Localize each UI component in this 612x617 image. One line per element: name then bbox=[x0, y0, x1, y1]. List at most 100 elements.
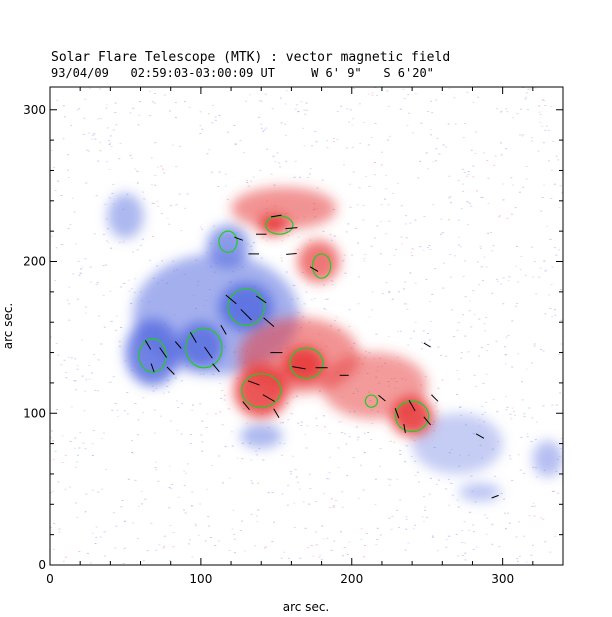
noise-speck bbox=[227, 131, 230, 133]
noise-speck bbox=[348, 541, 351, 543]
noise-speck bbox=[309, 488, 312, 490]
noise-speck bbox=[154, 467, 157, 469]
field-vector bbox=[256, 295, 267, 304]
noise-speck bbox=[105, 240, 108, 242]
field-vector bbox=[144, 340, 152, 350]
noise-speck bbox=[184, 207, 187, 209]
noise-speck bbox=[315, 417, 318, 419]
noise-speck bbox=[520, 108, 523, 110]
noise-speck bbox=[523, 416, 526, 418]
noise-speck bbox=[487, 177, 490, 179]
noise-speck bbox=[214, 545, 217, 546]
noise-speck bbox=[470, 149, 473, 151]
noise-speck bbox=[472, 531, 475, 533]
noise-speck bbox=[486, 160, 489, 161]
noise-speck bbox=[508, 455, 511, 457]
noise-speck bbox=[259, 169, 262, 171]
noise-speck bbox=[491, 250, 494, 252]
noise-speck bbox=[60, 364, 63, 366]
noise-speck bbox=[355, 426, 358, 428]
y-tick-label: 100 bbox=[23, 406, 46, 420]
noise-speck bbox=[362, 121, 365, 123]
noise-speck bbox=[518, 555, 521, 557]
noise-speck bbox=[279, 166, 282, 168]
noise-speck bbox=[286, 402, 289, 404]
field-vector bbox=[204, 346, 213, 359]
noise-speck bbox=[114, 403, 117, 404]
noise-speck bbox=[250, 249, 253, 251]
noise-speck bbox=[219, 383, 222, 385]
noise-speck bbox=[79, 432, 82, 434]
noise-speck bbox=[95, 284, 98, 285]
noise-speck bbox=[436, 137, 439, 139]
noise-speck bbox=[178, 145, 181, 147]
noise-speck bbox=[550, 169, 553, 171]
noise-speck bbox=[241, 458, 244, 460]
noise-speck bbox=[399, 453, 402, 455]
noise-speck bbox=[399, 450, 402, 452]
noise-speck bbox=[67, 154, 70, 156]
noise-speck bbox=[498, 215, 501, 217]
noise-speck bbox=[485, 350, 488, 352]
x-axis-label: arc sec. bbox=[283, 600, 329, 614]
noise-speck bbox=[191, 556, 194, 558]
noise-speck bbox=[424, 376, 427, 378]
noise-speck bbox=[450, 482, 453, 484]
noise-speck bbox=[73, 211, 76, 213]
noise-speck bbox=[137, 434, 140, 436]
noise-speck bbox=[435, 160, 438, 162]
noise-speck bbox=[307, 547, 310, 549]
noise-speck bbox=[459, 406, 462, 408]
noise-speck bbox=[472, 165, 475, 167]
noise-speck bbox=[252, 176, 255, 178]
noise-speck bbox=[211, 122, 214, 124]
noise-speck bbox=[500, 110, 503, 112]
noise-speck bbox=[346, 475, 349, 477]
noise-speck bbox=[442, 287, 445, 289]
noise-speck bbox=[283, 443, 286, 445]
noise-speck bbox=[472, 101, 475, 103]
noise-speck bbox=[313, 298, 316, 299]
noise-speck bbox=[348, 309, 351, 311]
noise-speck bbox=[258, 448, 261, 450]
noise-speck bbox=[435, 148, 438, 150]
noise-speck bbox=[363, 452, 366, 454]
noise-speck bbox=[185, 472, 187, 474]
noise-speck bbox=[365, 176, 368, 177]
noise-speck bbox=[245, 100, 248, 102]
noise-speck bbox=[359, 143, 362, 144]
noise-speck bbox=[504, 354, 507, 356]
noise-speck bbox=[412, 528, 415, 530]
noise-speck bbox=[544, 313, 547, 315]
noise-speck bbox=[70, 124, 73, 126]
noise-speck bbox=[189, 443, 192, 444]
noise-speck bbox=[473, 314, 476, 315]
noise-speck bbox=[285, 231, 288, 233]
noise-speck bbox=[284, 103, 287, 105]
noise-speck bbox=[151, 202, 154, 204]
noise-speck bbox=[521, 135, 524, 137]
noise-speck bbox=[426, 111, 429, 112]
noise-speck bbox=[454, 123, 457, 125]
noise-speck bbox=[362, 219, 365, 221]
noise-speck bbox=[451, 494, 454, 496]
noise-speck bbox=[456, 329, 459, 331]
noise-speck bbox=[174, 377, 177, 379]
noise-speck bbox=[533, 261, 536, 263]
noise-speck bbox=[523, 535, 526, 537]
noise-speck bbox=[524, 274, 527, 276]
noise-speck bbox=[553, 247, 556, 249]
noise-speck bbox=[560, 438, 563, 439]
noise-speck bbox=[306, 109, 309, 111]
noise-speck bbox=[233, 124, 236, 126]
noise-speck bbox=[457, 322, 460, 324]
noise-speck bbox=[231, 431, 233, 433]
noise-speck bbox=[258, 116, 261, 118]
noise-speck bbox=[476, 190, 478, 192]
noise-speck bbox=[89, 87, 91, 89]
noise-speck bbox=[302, 127, 305, 129]
noise-speck bbox=[424, 509, 426, 511]
noise-speck bbox=[323, 493, 326, 495]
noise-speck bbox=[209, 537, 212, 538]
noise-speck bbox=[512, 184, 514, 186]
